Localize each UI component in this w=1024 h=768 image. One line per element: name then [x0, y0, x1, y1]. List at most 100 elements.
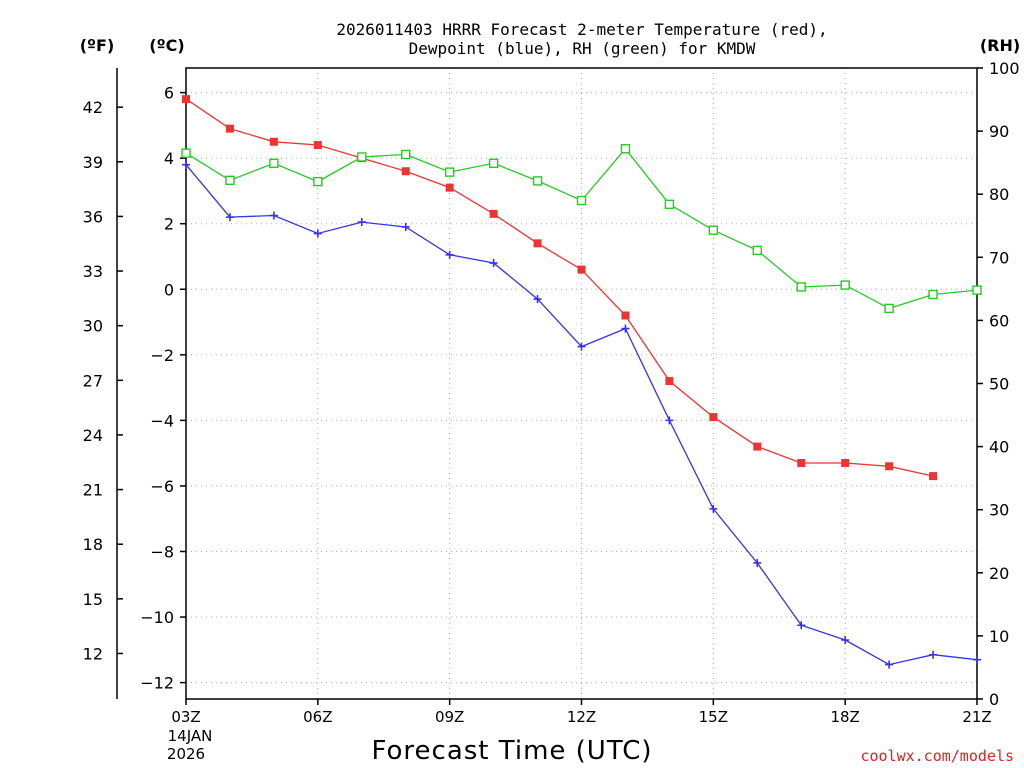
x-tick-label: 09Z — [435, 708, 464, 726]
x-tick-label: 12Z — [567, 708, 596, 726]
fahrenheit-tick-label: 21 — [83, 481, 103, 500]
rh-point — [752, 245, 762, 256]
temperature-point — [577, 265, 586, 274]
rh-point — [401, 149, 411, 160]
x-tick-label: 18Z — [830, 708, 859, 726]
rh-unit-label: (RH) — [980, 36, 1020, 55]
rh-point — [928, 289, 938, 300]
rh-tick-label: 50 — [989, 375, 1009, 394]
fahrenheit-tick-label: 27 — [83, 371, 103, 390]
rh-point — [664, 199, 675, 209]
grid — [186, 68, 977, 699]
temperature-point — [489, 209, 498, 218]
x-date-line2: 2026 — [167, 745, 205, 763]
rh-tick-label: 70 — [989, 248, 1009, 267]
rh-tick-label: 40 — [989, 438, 1009, 457]
temperature-point — [665, 377, 674, 386]
credit-label: coolwx.com/models — [860, 747, 1014, 765]
dewpoint-point — [885, 660, 894, 669]
rh-tick-label: 0 — [989, 690, 999, 709]
dewpoint-point — [533, 295, 542, 304]
temperature-point — [841, 458, 850, 467]
fahrenheit-tick-label: 18 — [83, 535, 103, 554]
rh-point — [708, 225, 719, 235]
rh-point — [444, 167, 455, 177]
fahrenheit-tick-label: 39 — [83, 153, 103, 172]
fahrenheit-unit-label: (ºF) — [80, 36, 115, 55]
rh-point — [840, 280, 850, 290]
temperature-point — [753, 442, 762, 451]
dewpoint-point — [182, 160, 190, 169]
fahrenheit-tick-label: 15 — [83, 590, 103, 609]
rh-point — [620, 144, 631, 154]
rh-point — [357, 152, 367, 162]
temperature-point — [533, 239, 542, 248]
dewpoint-point — [357, 218, 366, 227]
chart-title-line2: Dewpoint (blue), RH (green) for KMDW — [409, 39, 756, 58]
rh-tick-label: 60 — [989, 311, 1009, 330]
dewpoint-point — [313, 229, 322, 238]
rh-point — [269, 158, 279, 168]
celsius-tick-label: −10 — [140, 608, 174, 627]
dewpoint-point — [929, 650, 938, 659]
rh-tick-label: 20 — [989, 564, 1009, 583]
dewpoint-point — [973, 655, 981, 664]
x-tick-label: 03Z — [171, 708, 200, 726]
celsius-tick-label: 6 — [164, 84, 174, 103]
temperature-point — [269, 137, 278, 146]
rh-tick-label: 30 — [989, 501, 1009, 520]
celsius-tick-label: 4 — [164, 149, 174, 168]
dewpoint-point — [621, 324, 630, 333]
fahrenheit-tick-label: 12 — [83, 644, 103, 663]
rh-point — [225, 175, 235, 186]
temperature-point — [885, 462, 894, 471]
temperature-point — [313, 141, 322, 150]
temperature-point — [182, 95, 190, 104]
dewpoint-point — [401, 222, 410, 231]
celsius-unit-label: (ºC) — [149, 36, 184, 55]
dewpoint-point — [665, 416, 674, 425]
rh-tick-label: 90 — [989, 122, 1009, 141]
dewpoint-point — [797, 621, 806, 630]
rh-tick-label: 10 — [989, 627, 1009, 646]
fahrenheit-tick-label: 30 — [83, 317, 103, 336]
dewpoint-point — [269, 211, 278, 220]
rh-point — [576, 195, 587, 206]
dewpoint-point — [841, 635, 850, 644]
celsius-tick-label: 2 — [164, 215, 174, 234]
rh-point — [972, 285, 982, 295]
x-axis-label: Forecast Time (UTC) — [371, 736, 652, 766]
rh-point — [884, 303, 894, 314]
dewpoint-point — [577, 342, 586, 351]
x-tick-label: 06Z — [303, 708, 332, 726]
fahrenheit-tick-label: 36 — [83, 207, 103, 226]
temperature-line — [185, 98, 934, 477]
series-layer — [181, 95, 982, 669]
celsius-tick-label: −4 — [150, 411, 174, 430]
fahrenheit-tick-label: 42 — [83, 98, 103, 117]
celsius-tick-label: −2 — [150, 346, 174, 365]
temperature-point — [225, 124, 234, 133]
dewpoint-point — [753, 558, 762, 567]
celsius-tick-label: −6 — [150, 477, 174, 496]
dewpoint-line — [185, 164, 978, 666]
temperature-point — [401, 167, 410, 176]
temperature-point — [621, 311, 630, 320]
temperature-point — [929, 472, 938, 481]
x-tick-label: 15Z — [699, 708, 728, 726]
temperature-point — [797, 458, 806, 467]
rh-point — [532, 176, 543, 186]
rh-point — [313, 176, 323, 187]
dewpoint-point — [445, 250, 454, 259]
temperature-point — [445, 183, 454, 192]
x-date-line1: 14JAN — [168, 727, 213, 745]
fahrenheit-tick-label: 24 — [83, 426, 103, 445]
rh-tick-label: 80 — [989, 185, 1009, 204]
celsius-tick-label: −8 — [150, 542, 174, 561]
dewpoint-point — [709, 504, 718, 513]
chart-title-line1: 2026011403 HRRR Forecast 2-meter Tempera… — [336, 20, 827, 39]
rh-point — [488, 158, 499, 168]
dewpoint-point — [225, 213, 234, 222]
rh-point — [796, 282, 806, 292]
